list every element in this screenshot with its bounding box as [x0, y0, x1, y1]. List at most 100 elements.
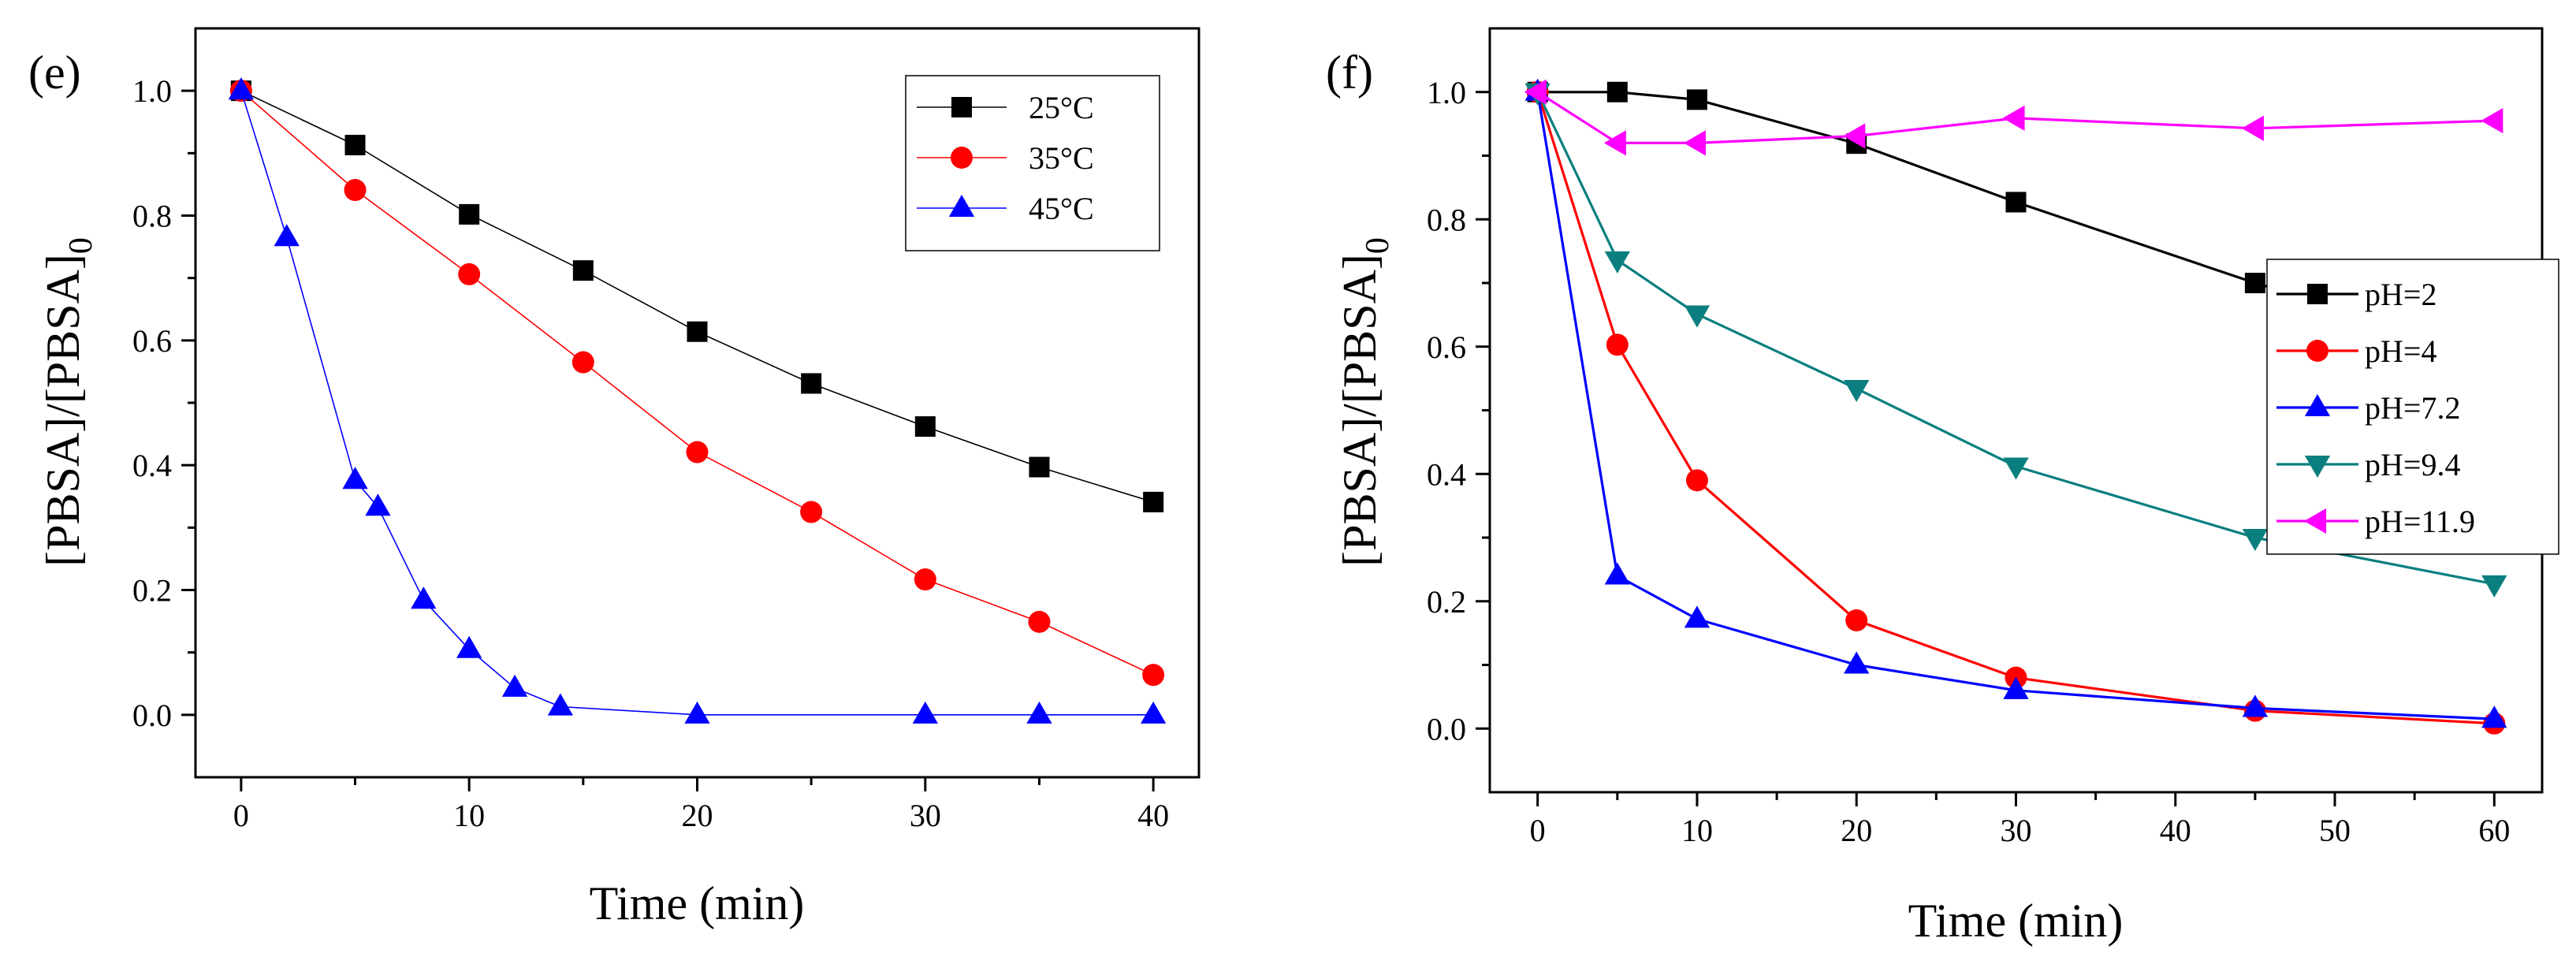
data-point: [2002, 105, 2025, 132]
y-tick-label: 0.6: [1427, 329, 1466, 365]
data-point: [1524, 79, 1547, 105]
y-tick-label: 0.2: [1427, 584, 1466, 620]
legend-box: [2266, 259, 2559, 555]
data-point: [1606, 333, 1629, 356]
data-point: [2481, 107, 2503, 134]
data-point: [2005, 192, 2027, 213]
legend-marker: [2306, 340, 2328, 362]
data-point: [801, 373, 822, 394]
data-point: [1026, 701, 1052, 724]
x-tick-label: 60: [2478, 813, 2510, 848]
legend: pH=2 pH=4 pH=7.2 pH=9.4 pH=11.9: [2266, 259, 2559, 555]
data-point: [1844, 379, 1870, 403]
y-tick-label: 0.8: [1427, 202, 1466, 237]
data-point: [571, 351, 594, 374]
data-point: [458, 262, 481, 285]
x-tick-label: 20: [1841, 813, 1872, 848]
data-point: [344, 135, 366, 156]
data-point: [274, 224, 300, 247]
data-point: [1603, 130, 1626, 156]
data-point: [1029, 456, 1050, 478]
data-point: [1683, 130, 1707, 156]
data-point: [411, 586, 437, 609]
x-axis-title: Time (min): [1908, 895, 2124, 947]
data-point: [2241, 115, 2264, 141]
data-point: [914, 416, 936, 437]
chart-panel-f: 0 10 20 30 40 50 60 0.0 0.2 0.4 0.6 0.8 1.0 (f) Time (…: [1326, 27, 2559, 947]
x-tick-label: 50: [2319, 813, 2351, 848]
data-point: [1684, 305, 1711, 328]
data-point: [365, 493, 391, 516]
data-point: [572, 260, 594, 281]
legend-label: pH=7.2: [2365, 390, 2460, 426]
legend-marker: [2304, 394, 2331, 417]
data-point: [2481, 575, 2507, 598]
data-point: [2481, 706, 2507, 728]
y-axis-title-subscript: 0: [63, 237, 99, 254]
x-tick-label: 40: [2160, 813, 2191, 848]
legend-marker: [2304, 455, 2331, 478]
x-tick-label: 30: [910, 798, 941, 833]
data-point: [228, 77, 255, 100]
y-tick-label: 1.0: [1427, 75, 1466, 110]
x-tick-label: 0: [233, 798, 249, 833]
data-point: [344, 179, 367, 202]
series-line: [240, 90, 1154, 716]
legend-box: [905, 75, 1160, 251]
panel-label: (f): [1326, 47, 1373, 99]
y-tick-label: 0.2: [132, 573, 172, 609]
series-45°C: [228, 77, 1167, 724]
x-tick-label: 10: [1681, 813, 1713, 848]
legend-marker: [2304, 508, 2327, 534]
legend-label: 35°C: [1029, 140, 1094, 176]
data-point: [1686, 89, 1707, 110]
y-tick-label: 1.0: [132, 73, 172, 109]
data-point: [1142, 664, 1165, 687]
data-point: [800, 501, 823, 523]
data-point: [459, 203, 480, 225]
data-point: [1140, 701, 1167, 724]
y-tick-label: 0.0: [1427, 711, 1466, 746]
legend-label: 45°C: [1029, 191, 1094, 226]
data-point: [912, 701, 938, 724]
legend-label: pH=4: [2365, 333, 2436, 369]
data-point: [2244, 273, 2265, 293]
y-tick-label: 0.6: [132, 323, 172, 359]
chart-panel-e: 0 10 20 30 40 0.0 0.2 0.4 0.6 0.8 1.0 (e) Time (min)…: [28, 27, 1201, 929]
data-point: [456, 635, 482, 658]
y-tick-label: 0.4: [1427, 456, 1466, 492]
y-axis-title-subscript: 0: [1360, 237, 1396, 254]
data-point: [1604, 251, 1630, 274]
data-point: [2003, 676, 2029, 699]
data-point: [2003, 457, 2029, 480]
y-tick-label: 0.8: [132, 199, 172, 234]
y-tick-label: 0.4: [132, 448, 172, 483]
x-tick-label: 0: [1530, 813, 1546, 848]
panel-label: (e): [28, 47, 81, 99]
legend-marker: [2307, 284, 2328, 304]
x-tick-label: 40: [1137, 798, 1169, 833]
y-axis-title-main: [PBSA]/[PBSA]: [37, 254, 89, 567]
legend-label: 25°C: [1029, 90, 1094, 125]
series-pH=11.9: [1524, 79, 2503, 156]
data-point: [501, 674, 528, 697]
legend-label: pH=9.4: [2365, 447, 2460, 482]
legend-marker: [951, 147, 973, 169]
data-point: [2242, 528, 2269, 551]
y-axis-title-main: [PBSA]/[PBSA]: [1334, 254, 1386, 567]
x-tick-label: 30: [2001, 813, 2032, 848]
data-point: [1685, 469, 1708, 492]
legend-label: pH=11.9: [2365, 504, 2475, 539]
y-tick-label: 0.0: [132, 698, 172, 733]
legend-marker: [951, 97, 972, 117]
legend-marker: [948, 195, 975, 218]
data-point: [1843, 123, 1866, 149]
data-point: [914, 568, 936, 591]
data-point: [687, 321, 708, 342]
data-point: [1606, 81, 1628, 102]
data-point: [1845, 609, 1868, 631]
y-axis-title: [PBSA]/[PBSA]0: [37, 237, 99, 567]
data-point: [342, 467, 368, 490]
data-point: [1143, 491, 1164, 512]
